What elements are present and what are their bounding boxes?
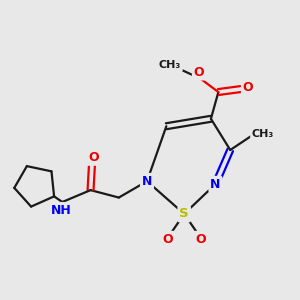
Text: O: O xyxy=(195,233,206,246)
Text: NH: NH xyxy=(50,204,71,217)
Text: O: O xyxy=(194,66,204,79)
Text: CH₃: CH₃ xyxy=(252,129,274,139)
Text: CH₃: CH₃ xyxy=(159,60,181,70)
Text: O: O xyxy=(88,151,99,164)
Text: O: O xyxy=(243,81,254,94)
Text: S: S xyxy=(179,207,189,220)
Text: O: O xyxy=(163,233,173,246)
Text: N: N xyxy=(210,178,220,191)
Text: N: N xyxy=(142,175,152,188)
